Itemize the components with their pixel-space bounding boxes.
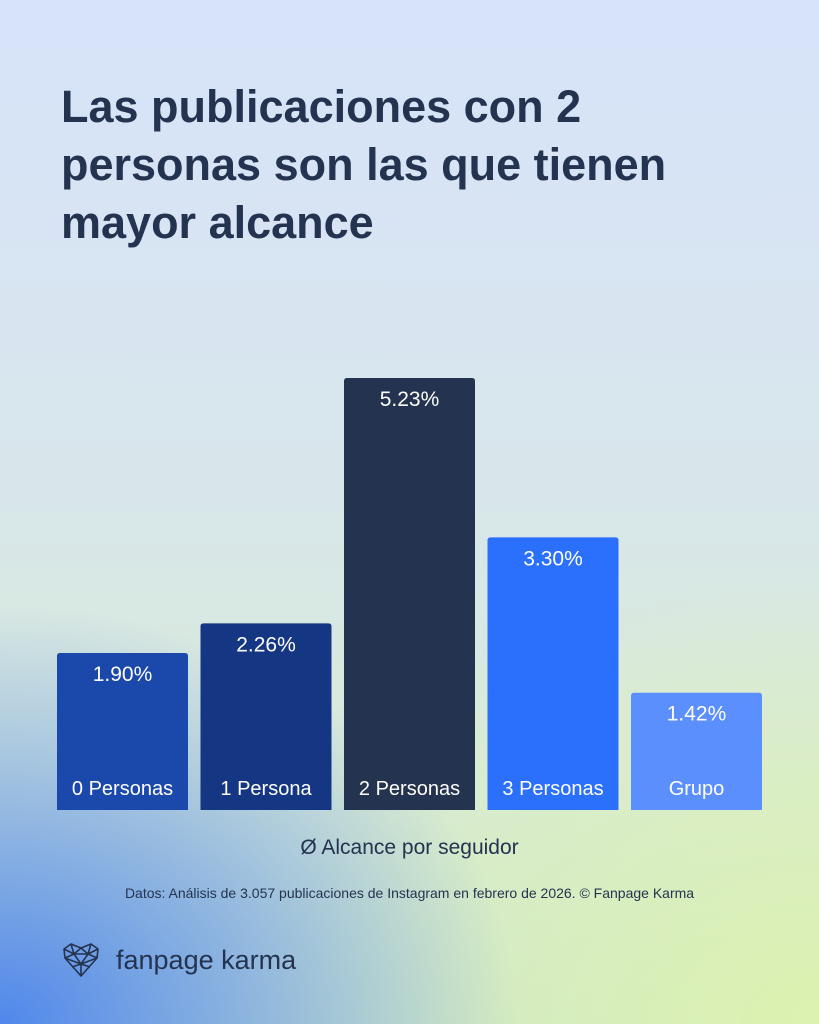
category-label: Grupo <box>669 778 725 800</box>
bar-2 <box>344 378 475 810</box>
data-label: 2.26% <box>236 633 296 656</box>
bar-1 <box>200 623 332 810</box>
data-label: 1.42% <box>667 703 727 726</box>
x-axis-label: Ø Alcance por seguidor <box>300 836 519 859</box>
source-note: Datos: Análisis de 3.057 publicaciones d… <box>124 885 695 901</box>
heart-network-icon <box>63 943 99 977</box>
bar-4 <box>631 692 762 810</box>
category-label: 0 Personas <box>72 778 173 800</box>
brand-name: fanpage karma <box>116 944 297 975</box>
bar-0 <box>57 653 188 810</box>
chart-title: Las publicaciones con 2 personas son las… <box>61 81 667 248</box>
bar-3 <box>487 537 619 810</box>
category-label: 3 Personas <box>502 778 603 800</box>
category-label: 1 Persona <box>220 778 312 800</box>
data-label: 5.23% <box>380 388 440 411</box>
brand-logo: fanpage karma <box>62 942 296 978</box>
category-label: 2 Personas <box>359 778 460 800</box>
data-label: 1.90% <box>93 663 153 686</box>
data-label: 3.30% <box>523 547 583 570</box>
